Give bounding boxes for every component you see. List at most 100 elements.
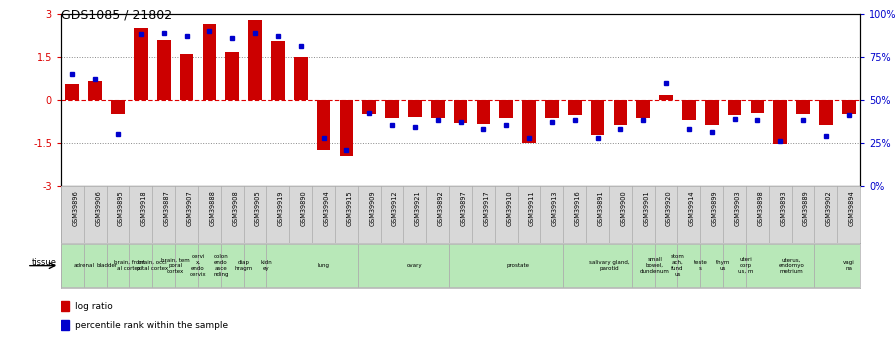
Text: GSM39902: GSM39902 — [826, 190, 831, 226]
Text: GSM39897: GSM39897 — [461, 190, 467, 226]
Text: small
bowel,
dundenum: small bowel, dundenum — [640, 257, 669, 274]
Bar — [590, 100, 605, 136]
Bar — [362, 100, 376, 114]
Text: GSM39894: GSM39894 — [849, 190, 855, 226]
Text: GSM39915: GSM39915 — [347, 190, 352, 226]
Text: prostate: prostate — [506, 263, 530, 268]
Text: GSM39920: GSM39920 — [666, 190, 672, 226]
Text: GSM39911: GSM39911 — [529, 190, 535, 226]
Text: GSM39916: GSM39916 — [574, 190, 581, 226]
Text: stom
ach,
fund
us: stom ach, fund us — [670, 255, 685, 277]
Text: GSM39900: GSM39900 — [620, 190, 626, 226]
Bar — [271, 41, 285, 100]
Bar — [61, 244, 83, 287]
Text: teste
s: teste s — [694, 260, 707, 271]
Text: thym
us: thym us — [716, 260, 730, 271]
Bar — [408, 100, 422, 117]
Bar — [358, 244, 449, 287]
Text: GSM39904: GSM39904 — [323, 190, 330, 226]
Bar — [61, 301, 69, 311]
Text: GSM39895: GSM39895 — [118, 190, 124, 226]
Bar — [266, 244, 358, 287]
Text: GSM39905: GSM39905 — [255, 190, 261, 226]
Bar — [129, 244, 152, 287]
Bar — [659, 96, 673, 100]
Text: GSM39889: GSM39889 — [803, 190, 809, 226]
Text: brain, tem
poral
cortex: brain, tem poral cortex — [160, 257, 189, 274]
Text: colon
endo
asce
nding: colon endo asce nding — [213, 255, 228, 277]
Bar — [385, 100, 399, 118]
Text: cervi
x,
endo
cervix: cervi x, endo cervix — [190, 255, 206, 277]
Text: GSM39912: GSM39912 — [392, 190, 398, 226]
Bar — [614, 100, 627, 126]
Bar — [316, 100, 331, 150]
Bar — [705, 100, 719, 126]
Text: percentile rank within the sample: percentile rank within the sample — [74, 321, 228, 329]
Text: GSM39890: GSM39890 — [301, 190, 306, 226]
Bar — [65, 84, 79, 100]
Text: GSM39910: GSM39910 — [506, 190, 513, 226]
Text: vagi
na: vagi na — [843, 260, 855, 271]
Text: GSM39914: GSM39914 — [689, 190, 695, 226]
Text: GSM39887: GSM39887 — [164, 190, 169, 226]
Bar — [294, 57, 307, 100]
Bar — [111, 100, 125, 114]
Text: GSM39917: GSM39917 — [483, 190, 489, 226]
Text: ovary: ovary — [407, 263, 423, 268]
Text: GSM39907: GSM39907 — [186, 190, 193, 226]
Text: GSM39921: GSM39921 — [415, 190, 421, 226]
Text: GSM39891: GSM39891 — [598, 190, 604, 226]
Text: brain, front
al cortex: brain, front al cortex — [114, 260, 145, 271]
Text: kidn
ey: kidn ey — [261, 260, 272, 271]
Text: diap
hragm: diap hragm — [235, 260, 253, 271]
Bar — [477, 100, 490, 124]
Bar — [431, 100, 444, 118]
Text: GSM39908: GSM39908 — [232, 190, 238, 226]
Bar — [499, 100, 513, 118]
Bar — [83, 244, 107, 287]
Text: GSM39919: GSM39919 — [278, 190, 284, 226]
Text: log ratio: log ratio — [74, 302, 112, 311]
Bar — [453, 100, 468, 122]
Bar — [244, 244, 266, 287]
Bar — [564, 244, 632, 287]
Text: GSM39899: GSM39899 — [711, 190, 718, 226]
Bar — [175, 244, 198, 287]
Text: GSM39903: GSM39903 — [735, 190, 741, 226]
Bar — [746, 244, 814, 287]
Text: uterus,
endomyo
metrium: uterus, endomyo metrium — [779, 257, 805, 274]
Bar — [248, 20, 262, 100]
Text: GSM39888: GSM39888 — [210, 190, 215, 226]
Bar — [198, 244, 220, 287]
Bar — [157, 40, 170, 100]
Text: GSM39901: GSM39901 — [643, 190, 650, 226]
Bar — [202, 24, 216, 100]
Text: GDS1085 / 21802: GDS1085 / 21802 — [61, 9, 172, 22]
Bar — [819, 100, 832, 126]
Text: salivary gland,
parotid: salivary gland, parotid — [589, 260, 629, 271]
Bar — [449, 244, 564, 287]
Text: GSM39913: GSM39913 — [552, 190, 558, 226]
Bar — [636, 100, 650, 118]
Bar — [225, 52, 239, 100]
Bar — [842, 100, 856, 114]
Bar — [545, 100, 559, 118]
Bar — [814, 244, 860, 287]
Bar — [340, 100, 353, 156]
Text: GSM39892: GSM39892 — [438, 190, 444, 226]
Bar — [522, 100, 536, 142]
Bar — [632, 244, 655, 287]
Bar — [89, 81, 102, 100]
Text: adrenal: adrenal — [73, 263, 94, 268]
Bar — [180, 54, 194, 100]
Text: bladder: bladder — [96, 263, 117, 268]
Text: GSM39898: GSM39898 — [757, 190, 763, 226]
Bar — [751, 100, 764, 112]
Bar — [773, 100, 787, 144]
Bar — [728, 100, 741, 116]
Bar — [797, 100, 810, 114]
Bar — [152, 244, 175, 287]
Text: GSM39896: GSM39896 — [73, 190, 78, 226]
Bar — [61, 320, 69, 330]
Bar — [682, 100, 696, 120]
